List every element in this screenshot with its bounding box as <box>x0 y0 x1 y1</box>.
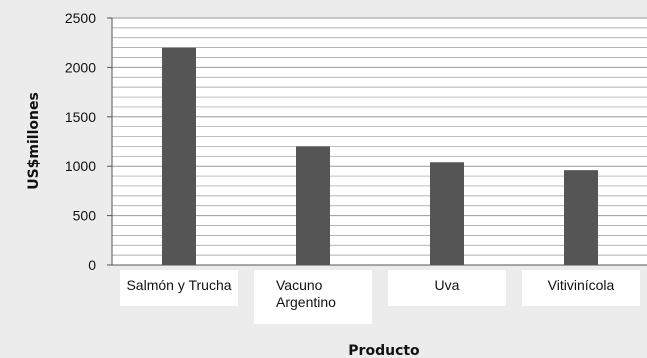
y-tick-label: 500 <box>73 208 97 224</box>
category-label-box <box>120 270 238 306</box>
category-label: Vacuno <box>276 277 323 293</box>
category-label-box <box>388 270 506 306</box>
y-tick-labels: 0 500 1000 1500 2000 2500 <box>65 10 112 273</box>
category-label-box <box>522 270 640 306</box>
plot-area <box>112 18 647 265</box>
bar <box>564 170 598 265</box>
y-tick-label: 2500 <box>65 10 96 26</box>
category-label: Argentino <box>276 294 336 310</box>
x-axis-title: Producto <box>348 343 420 358</box>
gridlines <box>112 17 647 256</box>
category-label: Vitivinícola <box>548 277 615 293</box>
y-tick-label: 1500 <box>65 109 96 125</box>
category-label: Uva <box>435 277 460 293</box>
bars <box>162 47 598 265</box>
y-tick-label: 2000 <box>65 59 96 75</box>
bar <box>430 162 464 265</box>
bar <box>162 47 196 265</box>
category-label-box <box>254 270 372 324</box>
y-axis-title: US$millones <box>26 92 42 190</box>
category-label: Salmón y Trucha <box>126 277 231 293</box>
y-tick-label: 0 <box>88 257 96 273</box>
y-tick-label: 1000 <box>65 158 96 174</box>
bar <box>296 146 330 265</box>
